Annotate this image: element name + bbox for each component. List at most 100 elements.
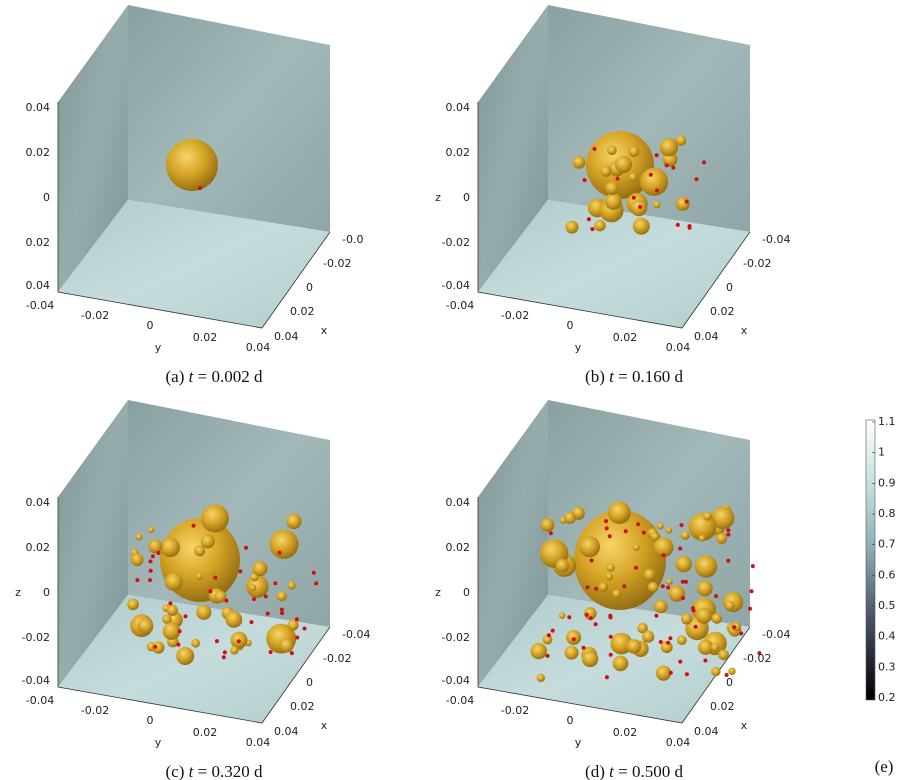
droplet	[149, 559, 153, 563]
droplet	[726, 559, 730, 563]
droplet	[213, 576, 217, 580]
x-axis-label: x	[741, 324, 748, 337]
x-tick-label: -0.0	[342, 233, 363, 246]
particle	[629, 173, 637, 181]
z-tick-label: -0.02	[442, 631, 470, 644]
particle	[531, 643, 547, 659]
caption-part: t	[189, 762, 195, 780]
droplet	[636, 522, 640, 526]
particle	[194, 546, 205, 557]
droplet	[546, 654, 550, 658]
y-tick-label: -0.04	[26, 299, 54, 312]
droplet	[280, 611, 284, 615]
particle	[225, 611, 242, 628]
droplet	[266, 612, 270, 616]
droplet	[312, 571, 316, 575]
droplet	[223, 650, 227, 654]
droplet	[295, 617, 299, 621]
droplet	[587, 217, 591, 221]
x-axis-label: x	[741, 719, 748, 732]
droplet	[632, 196, 636, 200]
particle	[666, 579, 672, 585]
particle	[230, 646, 238, 654]
particle	[666, 527, 673, 534]
x-tick-label: 0.04	[694, 330, 719, 343]
y-tick-label: -0.04	[446, 299, 474, 312]
panel: 0.040.020-0.02-0.04z-0.04-0.0200.020.04y…	[435, 5, 790, 386]
x-tick-label: 0	[726, 676, 733, 689]
particle	[537, 674, 545, 682]
x-tick-label: -0.04	[342, 628, 370, 641]
z-axis-label: z	[435, 191, 441, 204]
particle	[131, 554, 144, 567]
y-tick-label: 0	[147, 319, 154, 332]
droplet	[222, 655, 226, 659]
droplet	[684, 580, 688, 584]
droplet	[605, 526, 609, 530]
particle	[681, 531, 690, 540]
droplet	[609, 615, 613, 619]
particle	[277, 591, 287, 601]
colorbar-tick-label: 0.8	[878, 507, 896, 520]
caption-part: = 0.160 d	[618, 367, 683, 386]
x-tick-label: 0.04	[694, 725, 719, 738]
particle	[605, 182, 618, 195]
z-tick-label: -0.02	[22, 631, 50, 644]
x-tick-label: 0.04	[274, 725, 299, 738]
droplet	[594, 587, 598, 591]
droplet	[153, 645, 157, 649]
droplet	[582, 646, 586, 650]
z-tick-label: -0.04	[442, 279, 470, 292]
particle	[565, 646, 579, 660]
colorbar-caption: (e)	[875, 757, 894, 776]
z-tick-label: 0	[463, 586, 470, 599]
z-axis-label: z	[435, 586, 441, 599]
colorbar-tick-label: 0.7	[878, 538, 896, 551]
z-tick-label: 0.04	[26, 279, 51, 292]
x-tick-label: -0.02	[743, 652, 771, 665]
droplet	[238, 569, 242, 573]
particle	[127, 599, 139, 611]
caption-part: (a)	[166, 367, 185, 386]
panel: 0.040.020-0.02-0.04z-0.04-0.0200.020.04y…	[15, 400, 370, 780]
particle	[612, 589, 621, 598]
droplet	[198, 186, 202, 190]
droplet	[676, 223, 680, 227]
particle	[201, 504, 229, 532]
droplet	[208, 589, 212, 593]
y-tick-label: 0	[567, 714, 574, 727]
droplet	[732, 625, 736, 629]
z-tick-label: 0.02	[446, 146, 471, 159]
particle	[579, 537, 600, 558]
droplet	[655, 189, 659, 193]
y-axis-label: y	[155, 736, 162, 749]
droplet	[157, 551, 161, 555]
particle	[138, 618, 154, 634]
z-tick-label: 0	[463, 191, 470, 204]
colorbar-tick-label: 0.3	[878, 660, 896, 673]
colorbar-tick-label: 0.4	[878, 630, 896, 643]
x-tick-label: -0.04	[762, 233, 790, 246]
particle	[613, 656, 629, 672]
droplet	[685, 672, 689, 676]
y-tick-label: 0.02	[193, 726, 218, 739]
droplet	[655, 153, 659, 157]
right-wall	[128, 5, 330, 232]
droplet	[250, 620, 254, 624]
droplet	[678, 660, 682, 664]
droplet	[567, 615, 571, 619]
particle	[196, 605, 211, 620]
droplet	[671, 166, 675, 170]
particle	[201, 534, 215, 548]
caption-part: = 0.500 d	[618, 762, 683, 780]
droplet	[695, 177, 699, 181]
droplet	[303, 627, 307, 631]
droplet	[269, 650, 273, 654]
droplet	[184, 614, 188, 618]
x-tick-label: 0.02	[710, 700, 735, 713]
droplet	[691, 606, 695, 610]
droplet	[685, 200, 689, 204]
y-tick-label: 0.02	[613, 331, 638, 344]
droplet	[665, 163, 669, 167]
droplet	[590, 227, 594, 231]
